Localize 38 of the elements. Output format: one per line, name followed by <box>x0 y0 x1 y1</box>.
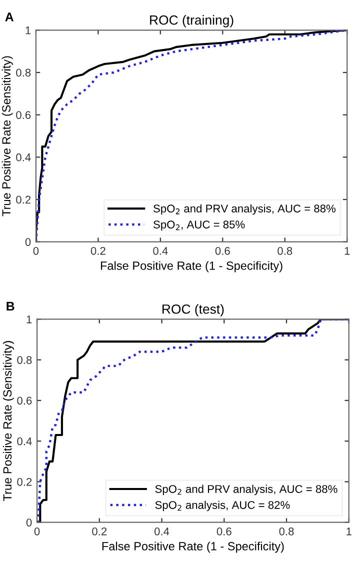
x-tick-label: 1 <box>344 247 350 255</box>
y-tick-label: 1 <box>26 26 31 34</box>
line-series <box>36 30 348 242</box>
x-tick-label: 1 <box>346 528 352 536</box>
legend-label: SpO$_{2}$ analysis, AUC = 82% <box>155 500 290 512</box>
x-axis-title: False Positive Rate (1 - Specificity) <box>102 542 284 553</box>
text: B <box>6 302 14 311</box>
y-axis-title: True Positive Rate (Sensitivity) <box>2 341 14 501</box>
y-tick-label: 0.8 <box>17 356 32 364</box>
y-tick-label: 0.2 <box>17 478 32 486</box>
y-tick-label: 1 <box>26 316 32 324</box>
x-tick-label: 0.6 <box>216 527 232 536</box>
y-tick-label: 0.4 <box>16 153 31 162</box>
x-tick-label: 0 <box>34 527 40 536</box>
y-tick-label: 0.8 <box>16 68 31 77</box>
y-tick-label: 0 <box>25 238 31 246</box>
x-tick-label: 0.8 <box>278 246 292 255</box>
chart-title: ROC (training) <box>150 15 234 28</box>
x-tick-label: 0.2 <box>90 246 106 255</box>
y-axis-title: True Positive Rate (Sensitivity) <box>2 56 13 216</box>
x-axis-title: False Positive Rate (1 - Specificity) <box>100 261 282 272</box>
y-tick-label: 0.4 <box>17 437 32 446</box>
legend-label: SpO$_{2}$, AUC = 85% <box>153 220 245 231</box>
x-tick-label: 0.4 <box>154 527 170 536</box>
x-tick-label: 0 <box>33 246 39 255</box>
y-tick-label: 0.2 <box>16 196 31 204</box>
x-tick-label: 0.6 <box>215 246 230 255</box>
y-tick-label: 0.6 <box>17 396 32 405</box>
line-series <box>37 319 349 522</box>
x-tick-label: 0.8 <box>279 527 294 536</box>
chart-title: ROC (test) <box>162 304 224 316</box>
y-tick-label: 0 <box>26 518 32 526</box>
x-tick-label: 0.4 <box>153 246 168 255</box>
y-tick-label: 0.6 <box>16 111 31 119</box>
legend-label: SpO$_{2}$ and PRV analysis, AUC = 88% <box>153 204 336 215</box>
text: A <box>5 12 14 22</box>
legend-label: SpO$_{2}$ and PRV analysis, AUC = 88% <box>155 484 338 496</box>
x-tick-label: 0.2 <box>92 527 107 536</box>
